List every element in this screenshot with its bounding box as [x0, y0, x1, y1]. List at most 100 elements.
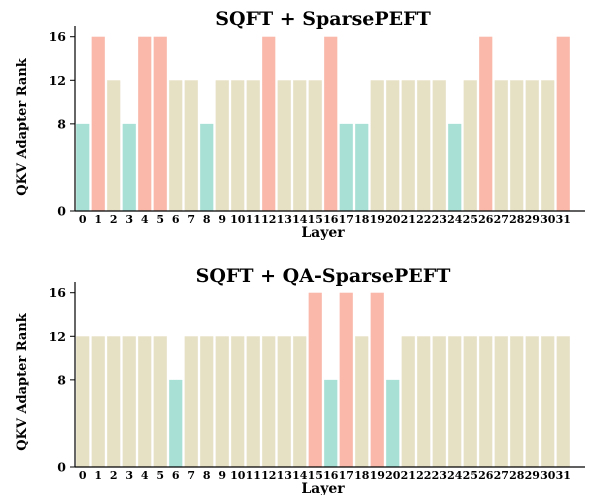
bar-layer-29 [525, 336, 539, 467]
chart-panel-top: SQFT + SparsePEFT QKV Adapter Rank Layer… [15, 8, 585, 241]
bar-layer-18 [355, 123, 369, 211]
bar-layer-8 [200, 336, 214, 467]
bar-layer-0 [76, 336, 90, 467]
bar-layer-0 [76, 123, 90, 211]
x-tick-label: 29 [525, 469, 540, 482]
x-tick-label: 30 [540, 469, 556, 482]
x-tick-label: 25 [463, 213, 478, 226]
bar-layer-21 [401, 80, 415, 211]
bar-layer-17 [339, 123, 353, 211]
y-tick-labels: 0 8 12 16 [49, 29, 67, 218]
bar-layer-16 [324, 36, 338, 212]
bar-layer-15 [308, 80, 322, 211]
bar-layer-10 [231, 336, 245, 467]
bar-layer-4 [138, 36, 152, 212]
x-tick-label: 9 [218, 213, 226, 226]
bar-layer-19 [370, 80, 384, 211]
bar-layer-8 [200, 123, 214, 211]
x-tick-label: 12 [261, 213, 276, 226]
bar-layer-1 [91, 336, 105, 467]
bar-layer-14 [293, 80, 307, 211]
bar-layer-30 [541, 336, 555, 467]
y-tick-label: 12 [49, 329, 66, 344]
x-tick-label: 0 [79, 213, 87, 226]
bar-layer-1 [91, 36, 105, 212]
x-tick-label: 31 [556, 213, 571, 226]
x-tick-label: 14 [292, 213, 308, 226]
x-tick-label: 10 [230, 213, 246, 226]
y-tick-label: 16 [49, 29, 67, 44]
x-tick-label: 27 [494, 213, 509, 226]
bar-layer-6 [169, 379, 183, 467]
x-tick-labels: 0 1 2 3 4 5 6 7 8 9 10 11 12 13 14 15 16 17 18 19 20 21 22 23 24… [79, 469, 571, 482]
x-tick-label: 24 [447, 213, 463, 226]
y-tick-label: 8 [57, 372, 66, 387]
x-tick-label: 18 [354, 213, 370, 226]
x-tick-label: 26 [478, 469, 494, 482]
chart-title: SQFT + SparsePEFT [215, 8, 431, 30]
bar-layer-11 [246, 336, 260, 467]
x-tick-label: 14 [292, 469, 308, 482]
x-tick-label: 9 [218, 469, 226, 482]
bar-layer-13 [277, 80, 291, 211]
bar-layer-25 [463, 80, 477, 211]
x-tick-label: 8 [203, 213, 211, 226]
bar-layer-12 [262, 336, 276, 467]
bar-layer-22 [417, 336, 431, 467]
bar-layer-12 [262, 36, 276, 212]
x-tick-label: 15 [308, 213, 323, 226]
y-tick-label: 8 [57, 116, 66, 131]
x-tick-label: 6 [172, 213, 180, 226]
y-tick-label: 16 [49, 285, 67, 300]
x-tick-label: 5 [156, 469, 164, 482]
bar-layer-10 [231, 80, 245, 211]
x-tick-label: 23 [432, 469, 447, 482]
bar-layer-23 [432, 80, 446, 211]
x-tick-label: 15 [308, 469, 323, 482]
x-tick-labels: 0 1 2 3 4 5 6 7 8 9 10 11 12 13 14 15 16 17 18 19 20 21 22 23 24… [79, 213, 571, 226]
x-axis-label: Layer [301, 225, 345, 241]
bar-layer-9 [215, 80, 229, 211]
bar-layer-5 [153, 336, 167, 467]
bar-layer-24 [448, 123, 462, 211]
x-tick-label: 19 [370, 213, 385, 226]
bar-layer-26 [479, 36, 493, 212]
bar-layer-16 [324, 379, 338, 467]
x-tick-label: 10 [230, 469, 246, 482]
bar-layer-17 [339, 292, 353, 467]
bar-layer-7 [184, 80, 198, 211]
x-tick-label: 11 [246, 469, 261, 482]
axes [70, 282, 585, 468]
bar-layer-27 [494, 80, 508, 211]
x-tick-label: 13 [277, 469, 292, 482]
bar-layer-28 [510, 80, 524, 211]
chart-panel-bottom: SQFT + QA-SparsePEFT QKV Adapter Rank La… [15, 265, 585, 495]
bar-layer-5 [153, 36, 167, 212]
bar-layer-22 [417, 80, 431, 211]
bar-layer-20 [386, 80, 400, 211]
y-tick-label: 0 [57, 204, 66, 219]
x-tick-label: 20 [385, 469, 401, 482]
x-tick-label: 3 [125, 213, 133, 226]
bar-layer-25 [463, 336, 477, 467]
x-tick-label: 5 [156, 213, 164, 226]
x-axis-label: Layer [301, 481, 345, 495]
x-tick-label: 30 [540, 213, 556, 226]
x-tick-label: 22 [416, 213, 431, 226]
x-tick-label: 28 [509, 469, 525, 482]
x-tick-label: 17 [339, 213, 354, 226]
x-tick-label: 1 [94, 469, 102, 482]
x-tick-label: 26 [478, 213, 494, 226]
chart-title: SQFT + QA-SparsePEFT [196, 265, 451, 287]
x-tick-label: 18 [354, 469, 370, 482]
x-tick-label: 8 [203, 469, 211, 482]
x-tick-label: 17 [339, 469, 354, 482]
bar-layer-13 [277, 336, 291, 467]
x-tick-label: 21 [401, 213, 416, 226]
bar-layer-30 [541, 80, 555, 211]
y-tick-label: 12 [49, 73, 66, 88]
bar-layer-2 [107, 80, 121, 211]
bar-layer-28 [510, 336, 524, 467]
x-tick-label: 7 [187, 469, 195, 482]
